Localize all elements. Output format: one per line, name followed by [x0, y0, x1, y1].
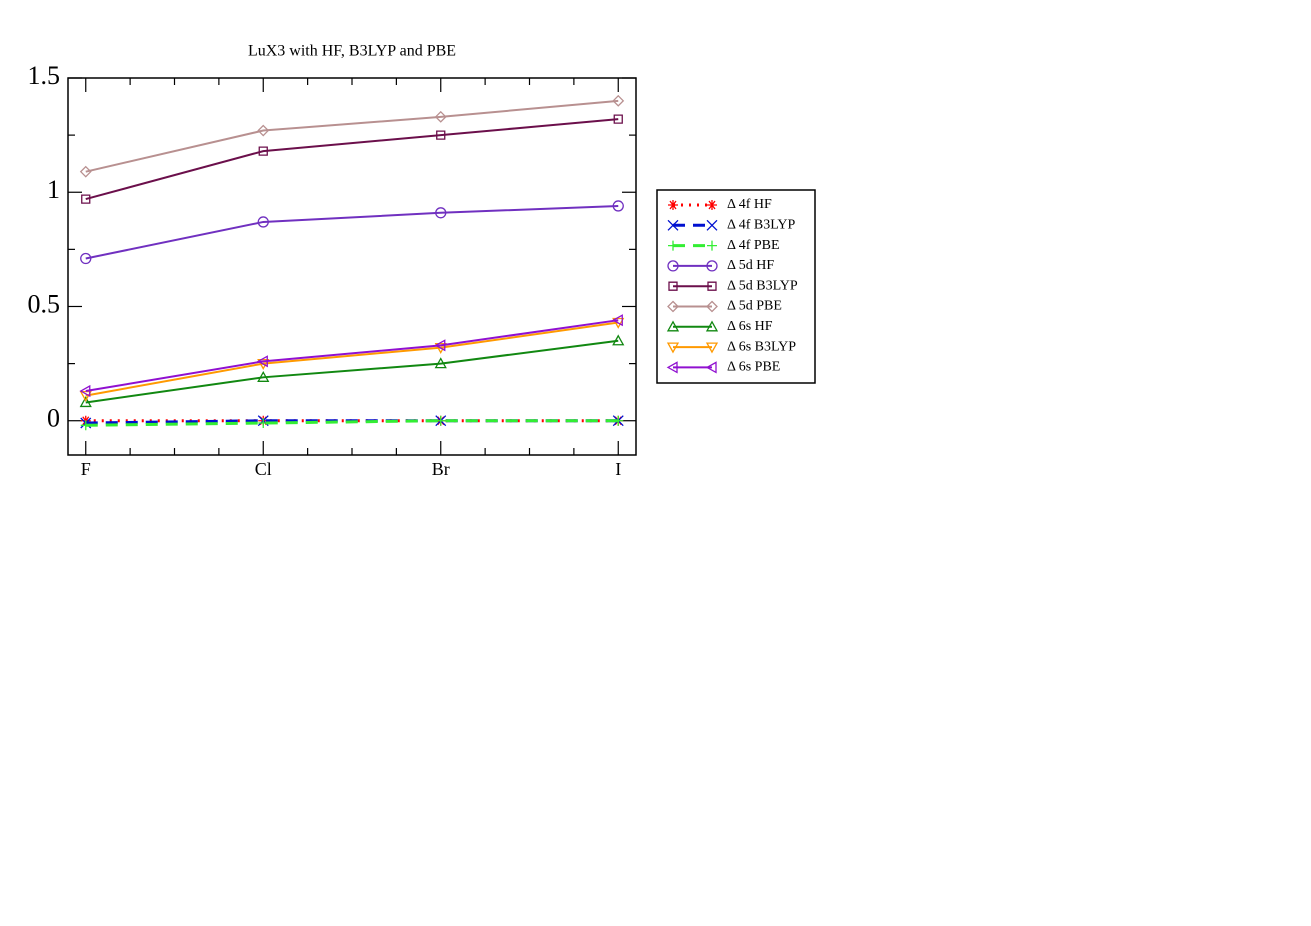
data-point	[79, 165, 92, 178]
legend-marker	[705, 361, 717, 374]
legend-marker	[668, 200, 678, 210]
data-point	[257, 358, 270, 370]
data-point	[611, 314, 623, 327]
series-line	[85, 118, 619, 201]
data-point	[612, 334, 625, 346]
data-point	[434, 342, 447, 354]
data-point	[435, 415, 446, 426]
series-line	[85, 319, 619, 393]
x-tick-label: I	[615, 459, 621, 479]
legend-label: Δ 4f HF	[727, 197, 772, 212]
legend-label: Δ 6s PBE	[727, 360, 780, 375]
series-line	[85, 99, 619, 173]
data-point	[612, 94, 625, 107]
data-point	[612, 200, 624, 212]
data-point	[434, 110, 447, 123]
legend-marker	[666, 342, 680, 354]
legend-marker	[706, 260, 718, 272]
data-point	[80, 252, 92, 265]
data-point	[434, 357, 447, 369]
legend-marker	[666, 320, 680, 332]
legend-label: Δ 4f B3LYP	[727, 218, 795, 233]
legend-marker	[706, 219, 718, 231]
legend-label: Δ 6s B3LYP	[727, 339, 796, 354]
legend-label: Δ 4f PBE	[727, 238, 780, 253]
legend-marker	[667, 219, 679, 231]
data-point	[435, 207, 447, 219]
data-point	[257, 370, 270, 382]
data-point	[79, 396, 92, 408]
x-tick-label: Cl	[255, 459, 272, 479]
plot-frame	[67, 77, 637, 456]
y-tick-label: 1	[47, 175, 60, 204]
data-point	[80, 420, 91, 431]
legend-marker	[707, 200, 717, 210]
x-tick-label: F	[81, 459, 91, 479]
legend-marker	[705, 342, 719, 354]
legend-marker	[707, 240, 717, 251]
legend-marker	[666, 361, 678, 374]
data-point	[612, 317, 625, 329]
data-point	[257, 124, 270, 137]
data-point	[434, 339, 446, 352]
data-point	[257, 216, 269, 228]
data-point	[436, 130, 446, 140]
legend-marker	[707, 281, 717, 291]
data-point	[258, 146, 268, 156]
data-point	[79, 390, 92, 402]
y-tick-label: 0	[47, 404, 60, 433]
data-point	[256, 355, 268, 368]
y-tick-label: 1.5	[28, 61, 61, 90]
data-point	[613, 114, 623, 124]
data-point	[258, 418, 269, 429]
chart-title: LuX3 with HF, B3LYP and PBE	[248, 43, 456, 60]
data-point	[613, 415, 624, 426]
legend-marker	[667, 260, 679, 272]
series-line	[85, 419, 619, 427]
legend-label: Δ 5d B3LYP	[727, 278, 798, 293]
legend-label: Δ 6s HF	[727, 319, 773, 334]
legend-marker	[668, 281, 678, 291]
data-point	[81, 194, 91, 204]
legend-marker	[705, 320, 719, 332]
legend-label: Δ 5d HF	[727, 258, 774, 273]
x-tick-label: Br	[432, 459, 450, 479]
series-line	[85, 204, 619, 260]
legend-marker	[706, 300, 718, 313]
data-point	[79, 384, 91, 398]
series-line	[85, 321, 619, 397]
y-tick-label: 0.5	[28, 289, 61, 318]
legend-label: Δ 5d PBE	[727, 299, 782, 314]
legend-marker	[667, 300, 679, 313]
series-line	[85, 339, 619, 404]
legend-marker	[668, 240, 678, 251]
